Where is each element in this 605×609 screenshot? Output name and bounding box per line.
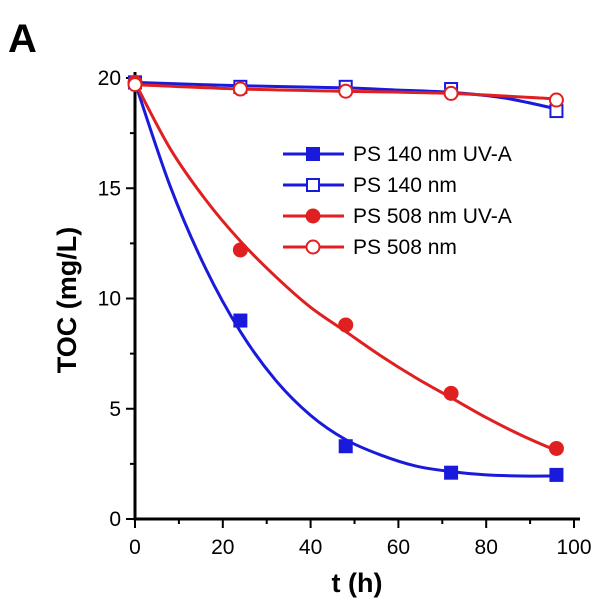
- data-point-series-3: [443, 85, 459, 101]
- fit-line-series-2: [133, 81, 558, 453]
- x-ticks: 0 20 40 60 80 100: [129, 519, 592, 559]
- y-tick-label: 20: [98, 67, 121, 90]
- legend-label: PS 140 nm UV-A: [353, 143, 512, 166]
- legend: PS 140 nm UV-A PS 140 nm PS 508 nm UV-A PS …: [283, 143, 512, 259]
- y-axis-title: TOC (mg/L): [52, 227, 82, 373]
- y-tick-label: 0: [109, 508, 121, 531]
- data-point-series-2: [548, 440, 564, 456]
- data-point-series-3: [232, 81, 248, 97]
- data-point-series-3: [127, 77, 143, 93]
- panel-label: A: [8, 17, 37, 61]
- data-point-series-0: [444, 465, 459, 480]
- y-ticks: 0 5 10 15 20: [98, 67, 135, 531]
- legend-marker: [305, 239, 321, 255]
- x-tick-label: 20: [211, 536, 234, 559]
- x-tick-label: 40: [299, 536, 322, 559]
- fit-line-series-1: [134, 80, 557, 111]
- data-point-series-2: [232, 242, 248, 258]
- x-tick-label: 60: [387, 536, 410, 559]
- x-tick-label: 100: [556, 536, 591, 559]
- data-point-series-0: [338, 439, 353, 454]
- fit-line-series-0: [133, 81, 557, 478]
- data-point-series-3: [338, 83, 354, 99]
- plot-axes: [133, 72, 580, 521]
- data-point-series-3: [548, 92, 564, 108]
- legend-marker: [306, 147, 320, 161]
- data-point-series-2: [338, 317, 354, 333]
- y-tick-label: 15: [98, 177, 121, 200]
- legend-marker: [305, 208, 321, 224]
- y-tick-label: 10: [98, 288, 121, 311]
- legend-label: PS 508 nm: [353, 236, 457, 259]
- legend-label: PS 508 nm UV-A: [353, 205, 512, 228]
- data-point-series-2: [443, 385, 459, 401]
- y-tick-label: 5: [109, 398, 121, 421]
- fit-lines: [133, 80, 558, 478]
- data-markers: [127, 74, 564, 482]
- legend-label: PS 140 nm: [353, 174, 457, 197]
- x-tick-label: 0: [129, 536, 141, 559]
- legend-marker: [306, 178, 320, 192]
- data-point-series-0: [233, 313, 248, 328]
- x-axis-title: t (h): [332, 568, 383, 598]
- data-point-series-0: [549, 467, 564, 482]
- x-tick-label: 80: [475, 536, 498, 559]
